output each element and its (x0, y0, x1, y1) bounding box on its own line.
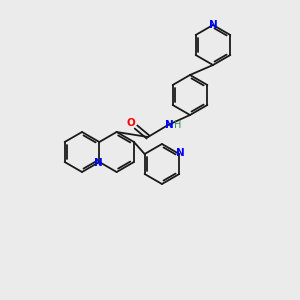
Text: N: N (176, 148, 185, 158)
Text: N: N (94, 158, 103, 168)
Text: H: H (174, 120, 182, 130)
Text: N: N (165, 120, 173, 130)
Text: O: O (127, 118, 135, 128)
Text: N: N (208, 20, 217, 30)
